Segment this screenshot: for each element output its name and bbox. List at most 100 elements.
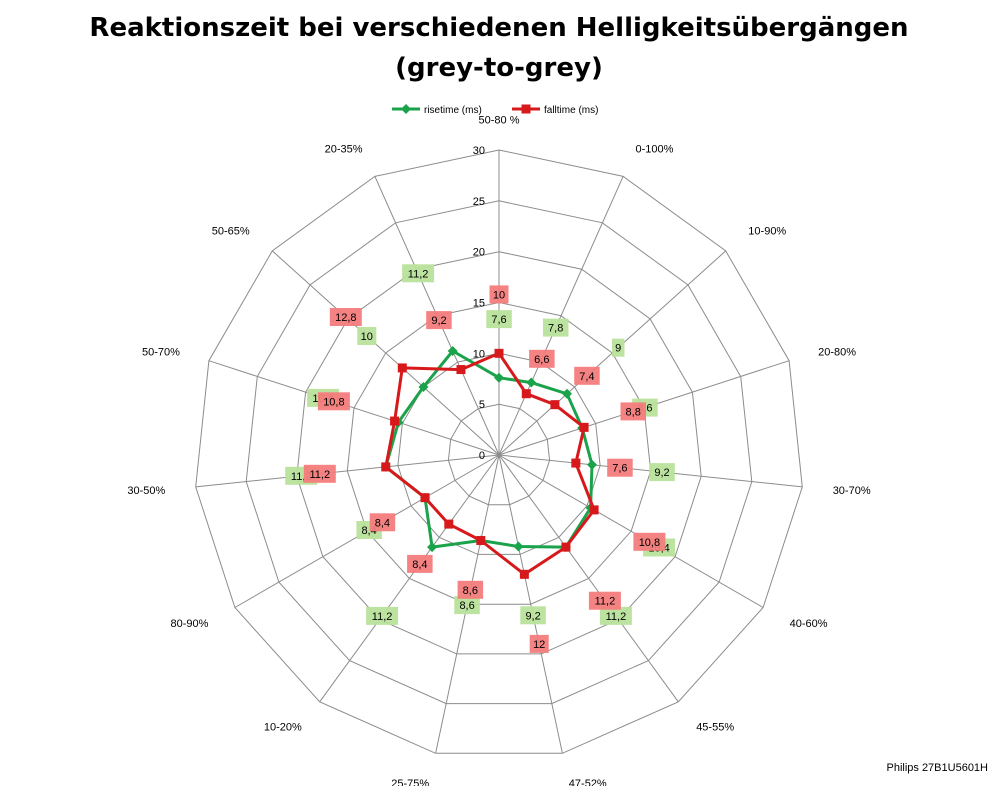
data-label-text: 9,2 (431, 315, 446, 327)
data-label-bg (317, 392, 350, 411)
grid-spoke (319, 454, 500, 703)
data-label: 10 (489, 285, 509, 304)
data-label-bg (529, 634, 549, 653)
data-label-text: 10,8 (323, 396, 344, 408)
data-label: 7,8 (543, 318, 569, 337)
data-label: 11,2 (402, 264, 435, 283)
grid-spoke (208, 360, 500, 456)
data-label-bg (574, 366, 600, 385)
data-labels-layer: 7,67,898,69,210,411,29,28,611,28,411,210… (285, 264, 676, 653)
data-point (494, 348, 504, 358)
data-label: 7,6 (486, 310, 512, 329)
category-label: 0-100% (636, 144, 674, 156)
tick-label: 10 (473, 348, 485, 360)
category-label: 47-52% (569, 778, 607, 786)
data-label: 11,2 (599, 606, 632, 625)
grid-spoke (271, 250, 500, 456)
data-label-bg (599, 606, 632, 625)
category-label: 80-90% (170, 618, 208, 630)
data-label: 8,4 (407, 554, 433, 573)
data-label: 12,8 (329, 308, 362, 326)
data-label-bg (366, 606, 399, 625)
data-label-bg (607, 458, 633, 477)
series-falltime (381, 348, 599, 579)
grid-ring (447, 403, 551, 506)
data-point (444, 519, 454, 529)
tick-label: 0 (479, 450, 485, 462)
data-label-bg (649, 463, 675, 482)
data-point (427, 542, 438, 553)
data-label-text: 9 (615, 343, 621, 355)
data-label-text: 7,8 (548, 323, 563, 335)
grid-spoke (498, 454, 764, 608)
data-point (513, 541, 524, 552)
data-label-text: 8,8 (626, 406, 641, 418)
data-point (561, 542, 571, 552)
data-label-text: 8,4 (375, 517, 390, 529)
data-point (587, 459, 598, 470)
data-label-bg (407, 554, 433, 573)
data-label: 10,8 (633, 532, 666, 551)
data-point (579, 422, 589, 432)
category-label: 50-80 % (479, 115, 520, 127)
category-label: 30-50% (127, 485, 165, 497)
category-label: 40-60% (790, 618, 828, 630)
data-point (589, 505, 599, 515)
data-point (397, 363, 407, 373)
category-label: 25-75% (391, 778, 429, 786)
legend-item: falltime (ms) (512, 104, 598, 116)
data-label-bg (520, 606, 546, 625)
data-label: 6,6 (529, 349, 555, 368)
data-point (519, 569, 529, 579)
data-label-bg (457, 580, 484, 599)
data-label-text: 6,6 (534, 354, 549, 366)
data-label-bg (329, 308, 362, 326)
radar-grid: 0 5 10 15 20 25 30 50-80 % 0-100% 10-90% 20-80% 30-… (127, 115, 870, 786)
grid-spoke (498, 454, 563, 754)
grid-spoke (195, 454, 500, 488)
data-label: 7,4 (574, 366, 600, 385)
data-label: 9,2 (426, 311, 452, 330)
data-point (571, 458, 581, 468)
series-risetime (380, 345, 598, 553)
data-label-text: 11,2 (372, 611, 393, 623)
legend-item: risetime (ms) (392, 104, 482, 116)
data-point (550, 400, 560, 410)
chart-title-line-1: Reaktionszeit bei verschiedenen Helligke… (89, 13, 909, 43)
data-label: 11,2 (303, 464, 336, 483)
data-point (494, 372, 504, 383)
data-point (390, 416, 400, 426)
tick-label: 5 (479, 399, 485, 411)
data-label: 7,6 (607, 458, 633, 477)
data-label: 9,2 (649, 463, 675, 482)
chart-title: Reaktionszeit bei verschiedenen Helligke… (0, 8, 998, 88)
data-label-text: 9,2 (654, 467, 669, 479)
data-label-bg (489, 285, 509, 304)
data-label-bg (612, 338, 625, 357)
category-label: 30-70% (833, 485, 871, 497)
data-label-bg (369, 513, 396, 532)
data-label-text: 12,8 (335, 312, 356, 324)
data-point (456, 365, 466, 375)
data-label-bg (402, 264, 435, 283)
category-label: 50-70% (142, 346, 180, 358)
data-label-text: 11,2 (310, 469, 331, 481)
data-label-bg (303, 464, 336, 483)
data-label-text: 11,2 (606, 611, 627, 623)
series-line (384, 349, 594, 549)
data-point (526, 377, 537, 388)
data-label-text: 8,6 (463, 585, 478, 597)
grid-ring (245, 200, 753, 705)
data-label-bg (486, 310, 512, 329)
data-label-text: 11,2 (408, 268, 429, 280)
legend-label: risetime (ms) (424, 105, 482, 116)
data-label-text: 12 (533, 639, 545, 651)
data-label: 12 (529, 634, 549, 653)
series-layer (380, 345, 599, 579)
series-line (384, 351, 596, 576)
data-label: 10,8 (317, 392, 350, 411)
data-point (418, 381, 429, 392)
tick-label: 25 (473, 196, 485, 208)
data-label-text: 7,6 (612, 463, 627, 475)
